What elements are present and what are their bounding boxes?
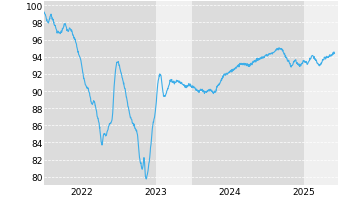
- Bar: [156, 2, 192, 185]
- Bar: [304, 2, 341, 185]
- Bar: [192, 2, 304, 185]
- Bar: [44, 2, 156, 185]
